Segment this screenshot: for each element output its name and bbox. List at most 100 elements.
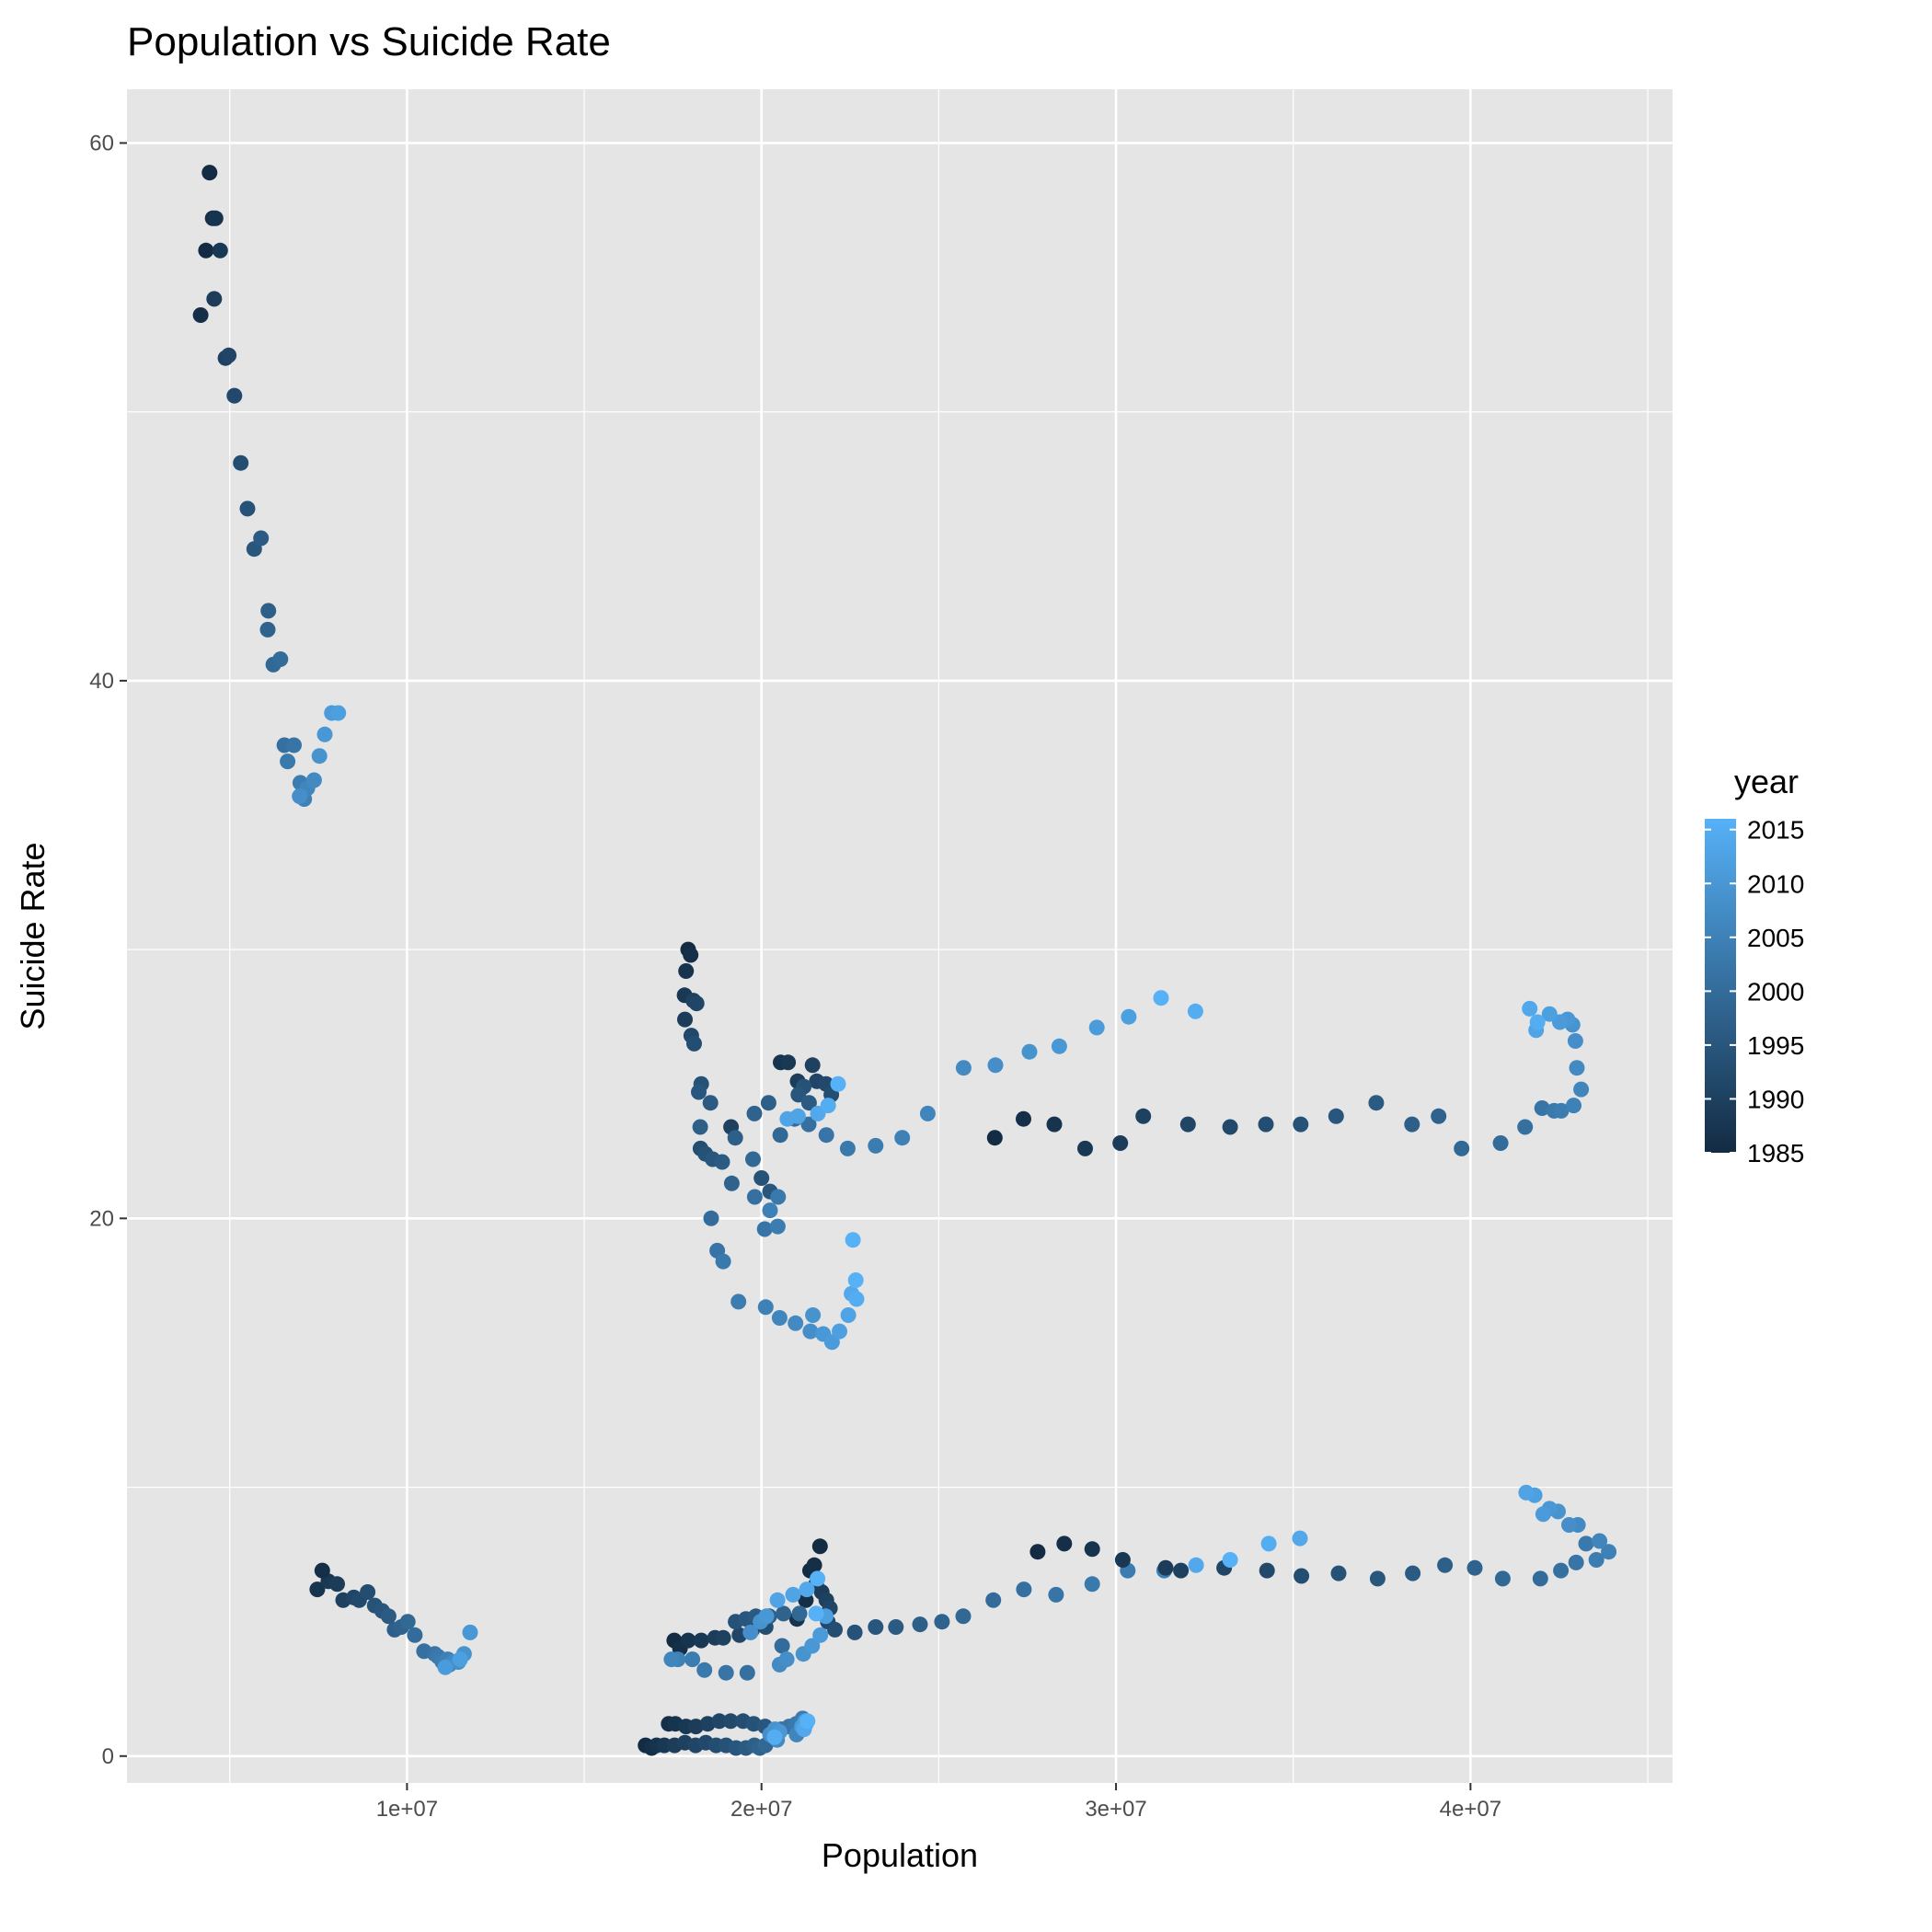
data-point — [987, 1057, 1004, 1074]
data-point — [1405, 1565, 1421, 1581]
data-point — [684, 1651, 701, 1668]
data-point — [1568, 1554, 1584, 1570]
data-point — [699, 1716, 716, 1732]
data-point — [703, 1210, 719, 1226]
data-point — [730, 1294, 747, 1310]
x-axis-title: Population — [822, 1836, 978, 1874]
data-point — [1541, 1006, 1558, 1022]
data-point — [309, 1581, 326, 1598]
data-point — [770, 1189, 787, 1205]
data-point — [1112, 1135, 1129, 1151]
data-point — [226, 387, 243, 404]
data-point — [1529, 1014, 1546, 1030]
data-point — [762, 1202, 778, 1219]
data-point — [1561, 1517, 1577, 1533]
data-point — [756, 1221, 773, 1237]
data-point — [280, 753, 296, 770]
data-point — [955, 1060, 972, 1076]
data-point — [1578, 1535, 1594, 1552]
data-point — [1292, 1530, 1308, 1547]
x-tick-label: 1e+07 — [376, 1797, 438, 1822]
data-point — [791, 1605, 808, 1622]
data-point — [812, 1627, 829, 1643]
data-point — [437, 1659, 454, 1675]
data-point — [955, 1608, 972, 1625]
data-point — [830, 1075, 846, 1092]
data-point — [1222, 1119, 1238, 1135]
data-point — [233, 454, 249, 471]
data-point — [769, 1592, 786, 1608]
data-point — [1293, 1116, 1309, 1133]
data-point — [1046, 1116, 1063, 1133]
data-point — [1088, 1019, 1105, 1036]
x-axis: 1e+07 2e+07 3e+07 4e+07 — [376, 1783, 1501, 1822]
legend-label: 2005 — [1747, 924, 1804, 952]
data-point — [314, 1562, 330, 1579]
data-point — [239, 500, 256, 517]
data-point — [1553, 1562, 1570, 1579]
data-point — [221, 347, 237, 363]
data-point — [1437, 1557, 1454, 1573]
data-point — [757, 1299, 774, 1316]
major-gridlines — [127, 89, 1673, 1783]
data-point — [727, 1130, 743, 1146]
data-point — [742, 1624, 759, 1640]
data-point — [1077, 1140, 1093, 1156]
data-point — [683, 947, 699, 963]
data-point — [305, 772, 322, 788]
data-point — [827, 1621, 843, 1638]
data-point — [753, 1170, 770, 1186]
data-point — [1121, 1008, 1137, 1025]
data-point — [253, 530, 270, 546]
data-point — [715, 1629, 731, 1646]
data-point — [1566, 1098, 1581, 1114]
legend-label: 1985 — [1747, 1139, 1804, 1167]
data-point — [818, 1127, 834, 1144]
data-point — [1553, 1102, 1570, 1119]
data-point — [1029, 1544, 1046, 1560]
x-tick-label: 3e+07 — [1085, 1797, 1146, 1822]
legend-label: 1995 — [1747, 1031, 1804, 1060]
y-tick-label: 0 — [102, 1744, 114, 1769]
data-point — [802, 1323, 819, 1340]
data-point — [1016, 1581, 1032, 1598]
data-point — [1188, 1557, 1204, 1573]
data-point — [696, 1662, 713, 1678]
data-point — [1569, 1060, 1585, 1076]
data-point — [1021, 1043, 1038, 1060]
data-point — [746, 1105, 763, 1121]
data-point — [800, 1116, 817, 1133]
data-point — [769, 1218, 786, 1235]
data-point — [1258, 1116, 1274, 1133]
data-point — [804, 1057, 821, 1074]
data-point — [758, 1608, 775, 1625]
data-point — [894, 1130, 911, 1146]
data-point — [846, 1624, 863, 1640]
data-point — [1157, 1559, 1174, 1576]
plot-panel — [127, 89, 1673, 1783]
data-point — [1328, 1108, 1344, 1124]
data-point — [779, 1110, 796, 1127]
data-point — [452, 1651, 468, 1668]
data-point — [1173, 1562, 1190, 1579]
data-point — [718, 1664, 734, 1681]
data-point — [912, 1616, 928, 1633]
chart-title: Population vs Suicide Rate — [127, 19, 611, 64]
data-point — [1588, 1552, 1604, 1568]
data-point — [820, 1098, 836, 1114]
data-point — [714, 1154, 730, 1170]
y-tick-label: 20 — [89, 1206, 114, 1231]
data-point — [774, 1638, 790, 1654]
data-point — [1368, 1095, 1385, 1111]
data-point — [804, 1638, 821, 1654]
legend-label: 2015 — [1747, 816, 1804, 845]
data-point — [723, 1175, 740, 1191]
data-point — [702, 1095, 719, 1111]
y-tick-label: 60 — [89, 131, 114, 155]
data-point — [259, 621, 276, 638]
data-point — [1084, 1576, 1100, 1593]
data-point — [739, 1664, 755, 1681]
data-point — [1454, 1140, 1470, 1156]
data-point — [677, 1011, 693, 1028]
legend-label: 2010 — [1747, 869, 1804, 898]
